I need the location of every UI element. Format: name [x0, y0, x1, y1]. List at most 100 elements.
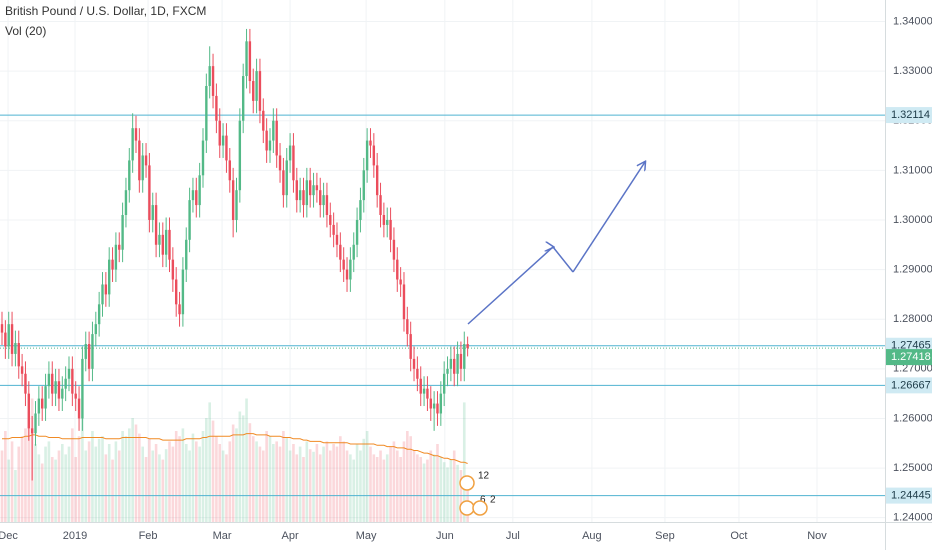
volume-bar [235, 428, 238, 522]
candle-body [181, 269, 185, 315]
candle-body [352, 244, 355, 260]
candle-body [426, 388, 429, 399]
y-tick-label: 1.25000 [893, 462, 932, 474]
x-tick-label: Aug [582, 530, 602, 542]
candle-body [416, 368, 419, 379]
volume-bar [255, 441, 258, 522]
volume-bar [419, 457, 423, 522]
candle-body [118, 244, 121, 250]
volume-bar [402, 441, 406, 522]
candle-body [208, 66, 211, 86]
x-tick-label: Dec [0, 530, 18, 542]
volume-bar [395, 450, 399, 522]
volume-bar [158, 454, 161, 522]
candle-body [158, 234, 161, 245]
candle-body [128, 160, 131, 191]
volume-bar [302, 457, 305, 522]
candle-body [379, 195, 382, 216]
candle-body [345, 269, 349, 280]
volume-bar [399, 457, 402, 522]
volume-bar [275, 441, 278, 522]
volume-ma-line [2, 433, 468, 464]
candle-body [432, 403, 436, 409]
candle-body [305, 180, 309, 206]
volume-bar [111, 459, 114, 522]
candle-body [94, 324, 98, 335]
candle-body [131, 128, 134, 161]
candle-body [442, 373, 446, 394]
candle-body [406, 319, 409, 335]
volume-bar [97, 438, 101, 522]
volume-bar [429, 450, 433, 522]
volume-bar [27, 411, 31, 522]
volume-bar [148, 438, 151, 522]
candle-body [27, 393, 31, 429]
volume-bar [392, 441, 396, 522]
volume-bar [352, 459, 356, 522]
candle-body [365, 140, 369, 171]
volume-bar [64, 454, 67, 522]
candle-body [185, 239, 188, 270]
level-label: 1.26667 [891, 379, 931, 391]
level-label: 1.32114 [891, 109, 930, 121]
volume-bar [94, 446, 98, 522]
volume-bar [251, 436, 255, 522]
x-tick-label: Mar [213, 530, 232, 542]
candle-body [372, 145, 376, 166]
volume-bar [282, 431, 285, 522]
candle-body [252, 81, 255, 101]
x-tick-label: Apr [282, 530, 299, 542]
volume-bar [432, 454, 436, 522]
volume-bar [191, 433, 195, 522]
volume-bar [144, 457, 148, 522]
volume-bar [406, 431, 409, 522]
candle-body [456, 353, 459, 374]
volume-bar [208, 402, 211, 522]
candle-body [399, 279, 402, 285]
candle-body [91, 334, 94, 369]
volume-bar [171, 446, 175, 522]
candle-body [339, 244, 342, 260]
last-price-box [886, 349, 932, 366]
candle-body [171, 259, 175, 280]
volume-bar [44, 446, 47, 522]
candle-body [195, 190, 198, 206]
volume-bar [268, 436, 272, 522]
volume-bar [117, 450, 121, 522]
volume-bar [452, 450, 456, 522]
candle-body [362, 170, 365, 201]
grid [0, 0, 885, 522]
volume-bar [355, 444, 359, 522]
volume-bar [389, 446, 392, 522]
y-tick-label: 1.26000 [893, 412, 932, 424]
volume-bar [218, 444, 222, 522]
volume-bar [245, 398, 248, 522]
volume-bar [104, 454, 108, 522]
x-tick-label: Feb [139, 530, 158, 542]
volume-bar [37, 454, 41, 522]
level-label-box [886, 487, 932, 504]
chart-title: British Pound / U.S. Dollar, 1D, FXCM [5, 4, 206, 18]
volume-bar [375, 457, 379, 522]
candle-body [67, 368, 71, 379]
volume-bar [107, 444, 111, 522]
volume-bar [10, 441, 14, 522]
event-icon [472, 500, 488, 516]
candle-body [30, 428, 34, 434]
candle-body [201, 140, 205, 176]
candle-body [436, 403, 439, 414]
candle-body [288, 145, 292, 161]
candle-body [329, 215, 332, 225]
volume-bar [154, 444, 158, 522]
volume-bar [201, 431, 205, 522]
candle-body [325, 195, 329, 216]
candle-body [51, 373, 54, 394]
candle-body [386, 219, 389, 225]
volume-bar [184, 444, 188, 522]
volume-bar [40, 463, 44, 522]
candle-body [231, 180, 235, 220]
x-tick-label: Sep [655, 530, 675, 542]
candle-body [134, 128, 138, 141]
candle-body [459, 353, 463, 369]
